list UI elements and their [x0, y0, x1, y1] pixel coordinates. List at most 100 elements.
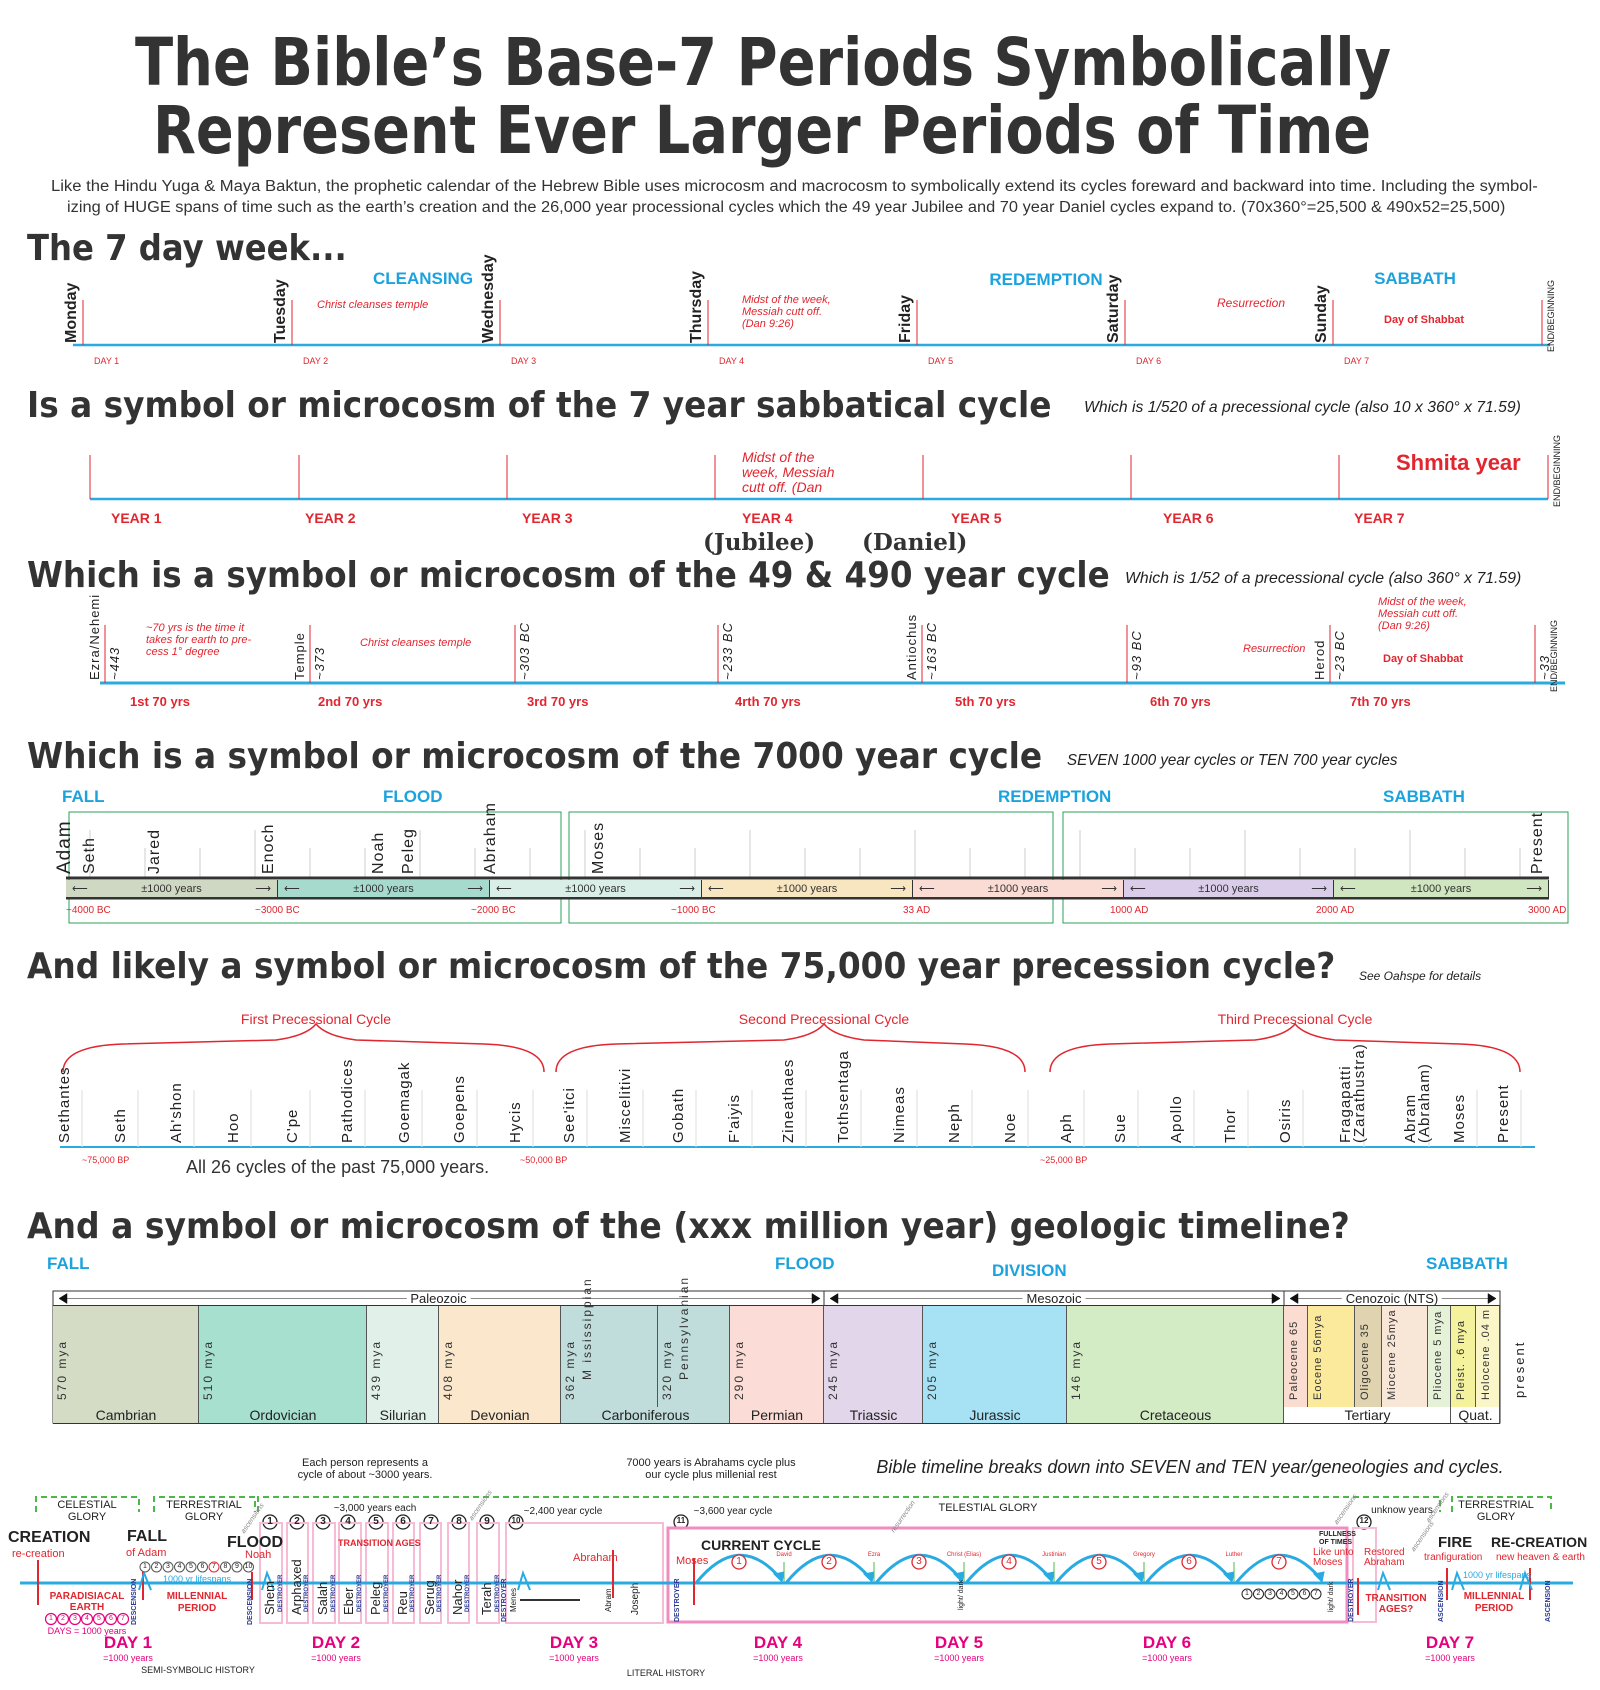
person-box	[365, 1522, 389, 1624]
period-label: Jurassic	[969, 1407, 1021, 1423]
span-label: ±1000 years	[565, 882, 626, 895]
zigzag-icon	[1519, 1569, 1533, 1591]
epoch-label: 320 mya	[660, 1339, 674, 1400]
small-cycle-circle	[1264, 1588, 1276, 1600]
lifespan-number: 9	[235, 1563, 239, 1570]
cycle-circle	[731, 1554, 747, 1570]
epoch-column	[1382, 1306, 1428, 1407]
marker-name: Herod	[1312, 639, 1327, 680]
transition-q-label: AGES?	[1378, 1604, 1414, 1615]
person-box	[259, 1522, 283, 1624]
marker-date: ~23 BC	[1332, 630, 1347, 680]
cycle-number: 7	[428, 1516, 434, 1527]
cycle-number: 3	[320, 1516, 326, 1527]
lifespans-label: 1000 yr lifespans	[1463, 1570, 1532, 1580]
shmita-label: Shmita year	[1396, 450, 1521, 475]
cycle-brace	[555, 1022, 1026, 1073]
year-label: YEAR 2	[305, 510, 356, 526]
cycle-circle	[1271, 1554, 1287, 1570]
date-label: 33 AD	[903, 905, 931, 916]
era-label: Cenozoic (NTS)	[1341, 1292, 1443, 1305]
note-midst: Midst of the week,	[1378, 596, 1467, 608]
era-label: Mesozoic	[1022, 1292, 1086, 1305]
lifespan-circle	[231, 1561, 243, 1573]
cycle-person: Gregory	[1133, 1552, 1155, 1558]
arrow-right-icon: ⟶	[467, 883, 483, 895]
arrow-left-icon	[58, 1293, 68, 1304]
like-moses-label: Moses	[1313, 1557, 1343, 1568]
ascension-label: ASCENSION	[1545, 1580, 1552, 1622]
arrow-right-icon	[1271, 1293, 1281, 1304]
era-label: Paleozoic	[406, 1292, 471, 1305]
day-number: DAY 5	[928, 356, 954, 366]
day-name: Thursday	[688, 270, 705, 343]
destroyer-label: DESTROYER	[501, 1578, 508, 1622]
note-precess: takes for earth to pre-	[146, 634, 252, 646]
fullness-label: FULLNESS	[1319, 1531, 1356, 1538]
cycle-note: 7000 years is Abrahams cycle plus	[626, 1457, 796, 1469]
arrow-right-icon: ⟶	[1311, 883, 1327, 895]
person-name: Jared	[146, 828, 163, 874]
lifespan-circle	[151, 1561, 162, 1573]
lifespan-circle	[197, 1561, 208, 1573]
unknown-years: unknow years	[1371, 1505, 1433, 1516]
person-name: Noah	[370, 831, 387, 874]
cycle-number: 11	[676, 1516, 686, 1525]
epoch-column	[1308, 1306, 1355, 1407]
small-cycle-number: 3	[1268, 1590, 1272, 1597]
theme-label: SABBATH	[1374, 269, 1456, 288]
paradise-day-circle	[92, 1612, 106, 1626]
days-note: DAYS = 1000 years	[47, 1626, 127, 1636]
arrow-left-icon: ⟵	[919, 883, 935, 895]
glory-label: GLORY	[184, 1511, 224, 1523]
glory-label: TELESTIAL GLORY	[938, 1502, 1038, 1514]
day-sub: =1000 years	[1425, 1653, 1475, 1663]
cycle-name: Hycis	[507, 1101, 524, 1143]
day-label: DAY 5	[934, 1633, 984, 1652]
era-box	[68, 811, 562, 924]
person-name: Eber	[341, 1587, 356, 1615]
paradise-day-number: 3	[73, 1615, 77, 1622]
cycle-index: 6	[1186, 1556, 1192, 1567]
note-midst: (Dan 9:26)	[1378, 620, 1430, 632]
paradise-day-circle	[44, 1612, 58, 1626]
arrow-right-icon: ⟶	[890, 883, 906, 895]
cycle-number: 5	[373, 1516, 379, 1527]
recreation-end-label: RE-CREATION	[1491, 1534, 1588, 1550]
day-name: Friday	[897, 294, 914, 343]
epoch-column	[561, 1306, 658, 1407]
zigzag-icon	[1377, 1569, 1391, 1591]
epoch-label: Oligocene 35	[1359, 1323, 1371, 1400]
new-heaven-label: new heaven & earth	[1496, 1552, 1585, 1563]
cycle-name: Moses	[1451, 1093, 1468, 1143]
cycle-name: Osiris	[1277, 1098, 1294, 1143]
lifespan-number: 2	[154, 1563, 159, 1570]
theme-label: REDEMPTION	[998, 787, 1112, 806]
cycle-name: F'aiyis	[726, 1093, 743, 1143]
cycle-name: Ah'shon	[168, 1082, 185, 1143]
cycle-label: Third Precessional Cycle	[1217, 1011, 1373, 1027]
paradise-day-number: 7	[121, 1615, 125, 1622]
period-label: 2nd 70 yrs	[318, 694, 383, 709]
period-label: Silurian	[379, 1407, 427, 1423]
small-cycle-circle	[1276, 1588, 1287, 1600]
destroyer-label: DESTROYER	[674, 1578, 681, 1622]
precession-note: See Oahspe for details	[1359, 969, 1482, 983]
destroyer-label: DESTROYER	[465, 1574, 471, 1612]
day-number: DAY 4	[719, 356, 745, 366]
cycle-name: See'itci	[561, 1087, 578, 1143]
marker-name: Antiochus	[904, 613, 919, 680]
person-name: Present	[1529, 811, 1546, 874]
period-label: Carboniferous	[601, 1407, 690, 1423]
person-name: Abram	[604, 1588, 613, 1612]
arrow-left-icon: ⟵	[708, 883, 724, 895]
descension-label: DESCENSION	[247, 1578, 254, 1625]
destroyer-label: DESTROYER	[331, 1574, 337, 1612]
year-label: YEAR 6	[1163, 510, 1214, 526]
cycle-number: 2	[294, 1516, 300, 1527]
millennial-label: MILLENNIAL	[166, 1591, 228, 1602]
arrowhead-icon	[1222, 1571, 1235, 1584]
paradise-day-number: 6	[109, 1615, 113, 1622]
end-label: END/BEGINNING	[1546, 279, 1556, 352]
cycle-name: Tothsentaga	[835, 1050, 852, 1143]
